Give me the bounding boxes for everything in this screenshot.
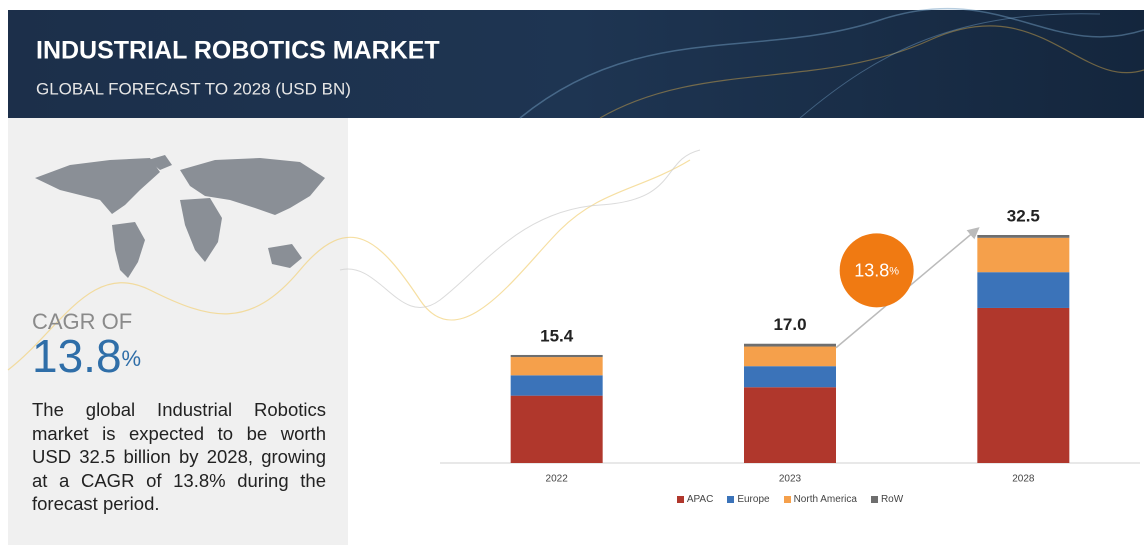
header-subtitle: GLOBAL FORECAST TO 2028 (USD BN) [36, 79, 351, 98]
x-tick-label: 2023 [779, 474, 802, 485]
bar-segment [977, 235, 1070, 238]
total-label: 32.5 [1007, 206, 1040, 225]
x-tick-label: 2028 [1012, 474, 1035, 485]
decor [799, 13, 1101, 119]
bar-segment [510, 395, 603, 463]
bar-segment [510, 357, 603, 376]
legend-label: Europe [737, 494, 770, 505]
cagr-label: CAGR OF [32, 309, 132, 334]
total-label: 15.4 [540, 326, 574, 345]
legend-swatch [727, 496, 735, 503]
cagr-value: 13.8% [32, 330, 141, 382]
world-map [35, 155, 325, 278]
description: The global Industrial Robotics market is… [32, 399, 326, 514]
decor [519, 7, 1144, 119]
bar-segment [977, 237, 1070, 273]
bar-segment [510, 354, 603, 358]
legend-item: North America [783, 494, 857, 505]
decor [599, 25, 1144, 119]
decor [339, 149, 701, 308]
legend-item: APAC [676, 494, 714, 505]
bar-segment [977, 307, 1070, 463]
cagr-unit: % [122, 346, 142, 371]
legend-swatch [676, 496, 684, 503]
cagr-annotation-unit: % [889, 265, 899, 277]
cagr-annotation-value: 13.8 [854, 260, 889, 280]
bar-segment [977, 272, 1070, 308]
cagr-bubble [839, 233, 914, 308]
bar-segment [744, 346, 836, 367]
bar-segment [744, 366, 836, 388]
legend-item: RoW [870, 494, 904, 505]
cagr-number: 13.8 [32, 330, 122, 382]
legend-swatch [783, 496, 791, 503]
legend-label: RoW [880, 494, 904, 505]
decor [7, 159, 691, 371]
total-label: 17.0 [773, 315, 806, 334]
legend-item: Europe [727, 494, 770, 505]
legend-label: APAC [686, 494, 714, 505]
header-band [8, 10, 1144, 118]
legend-label: North America [793, 494, 857, 505]
bar-segment [510, 375, 603, 396]
plot: 2022 15.4 2023 17.0 2028 32.5 13.8% [510, 206, 1070, 485]
x-tick-label: 2022 [546, 474, 569, 485]
cagr-annotation: 13.8% [854, 260, 899, 280]
legend-swatch [870, 496, 878, 503]
bar-segment [744, 387, 836, 463]
legend: APAC Europe North America RoW [440, 494, 1140, 505]
bar-segment [744, 343, 836, 347]
header-title: INDUSTRIAL ROBOTICS MARKET [36, 37, 440, 65]
